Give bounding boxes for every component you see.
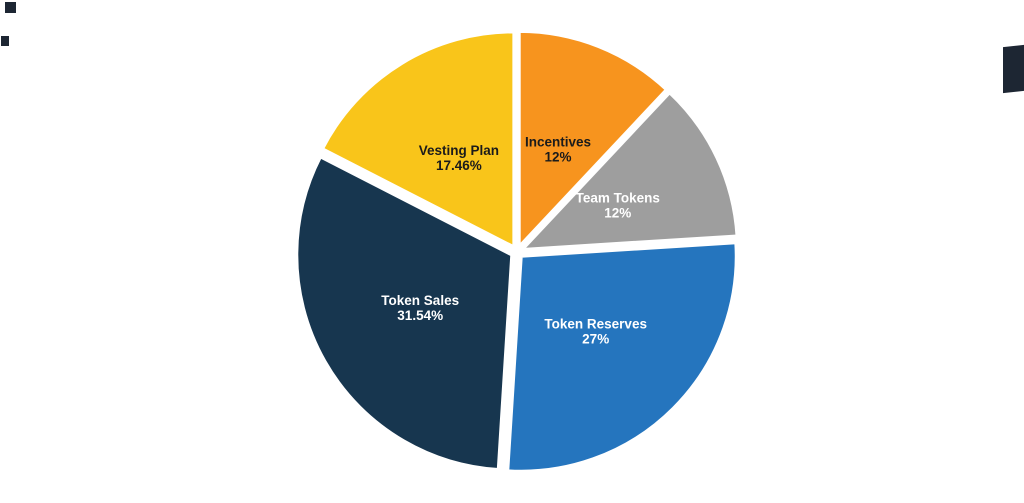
pie-slice-team-tokens: [520, 91, 739, 251]
pie-slice-token-sales: [295, 155, 514, 472]
pie-slices-group: [295, 29, 739, 473]
pie-slice-vesting-plan: [321, 30, 516, 249]
pie-slice-incentives: [517, 29, 668, 248]
corner-mark-decoration: [5, 2, 16, 13]
pie-slice-token-reserves: [506, 241, 738, 473]
edge-mark-decoration: [1, 36, 9, 46]
